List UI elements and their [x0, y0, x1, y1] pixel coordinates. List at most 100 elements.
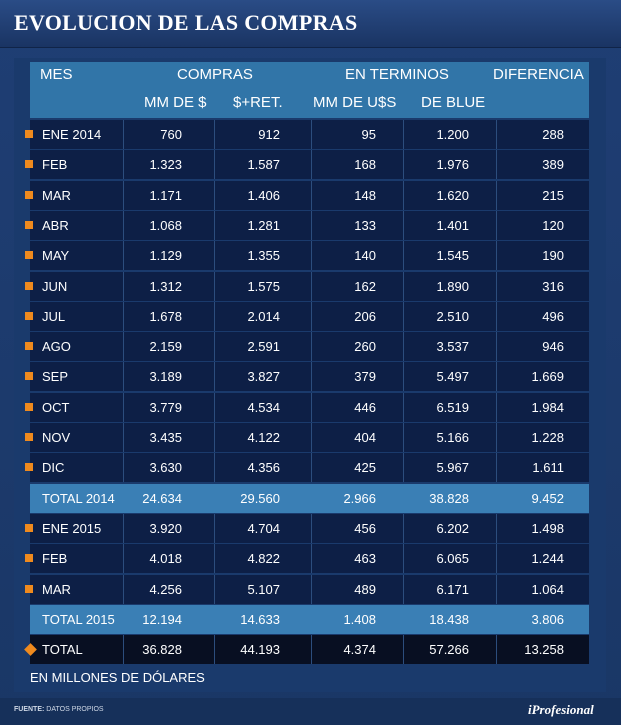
cell-blue: 1.890: [436, 279, 469, 294]
row-bullet-icon: [25, 524, 33, 532]
column-divider: [496, 635, 497, 664]
cell-mm-usd: 446: [354, 400, 376, 415]
column-divider: [311, 302, 312, 331]
cell-blue: 1.976: [436, 157, 469, 172]
cell-diferencia: 120: [542, 218, 564, 233]
column-divider: [403, 120, 404, 149]
cell-mm-usd: 133: [354, 218, 376, 233]
cell-blue: 18.438: [429, 612, 469, 627]
row-bullet-icon: [25, 251, 33, 259]
column-divider: [214, 635, 215, 664]
cell-mes: TOTAL 2015: [42, 612, 115, 627]
cell-mas-ret: 2.014: [247, 309, 280, 324]
cell-diferencia: 946: [542, 339, 564, 354]
cell-diferencia: 1.611: [532, 460, 564, 475]
cell-mas-ret: 1.587: [247, 157, 280, 172]
column-divider: [311, 393, 312, 422]
row-bullet-icon: [25, 554, 33, 562]
cell-mm-pesos: 1.171: [149, 188, 182, 203]
column-divider: [403, 544, 404, 573]
cell-mm-pesos: 4.256: [149, 582, 182, 597]
cell-mes: MAR: [42, 582, 71, 597]
header-mm-de-usd: MM DE U$S: [313, 94, 397, 111]
table-row: DIC 3.630 4.356 425 5.967 1.611: [30, 453, 589, 482]
table-row: FEB 4.018 4.822 463 6.065 1.244: [30, 544, 589, 573]
cell-mm-pesos: 3.779: [149, 400, 182, 415]
column-divider: [214, 241, 215, 270]
column-divider: [123, 635, 124, 664]
row-bullet-icon: [25, 463, 33, 471]
cell-mm-pesos: 1.312: [149, 279, 182, 294]
column-divider: [123, 544, 124, 573]
column-divider: [403, 150, 404, 179]
column-divider: [403, 332, 404, 361]
column-divider: [403, 393, 404, 422]
table-row: ENE 2015 3.920 4.704 456 6.202 1.498: [30, 514, 589, 543]
cell-mes: NOV: [42, 430, 71, 445]
cell-mm-pesos: 760: [160, 127, 182, 142]
column-divider: [311, 211, 312, 240]
cell-mm-pesos: 1.678: [149, 309, 182, 324]
column-divider: [311, 150, 312, 179]
cell-mm-usd: 140: [354, 248, 376, 263]
cell-blue: 5.967: [436, 460, 469, 475]
column-divider: [214, 332, 215, 361]
column-divider: [311, 120, 312, 149]
column-divider: [214, 423, 215, 452]
row-bullet-icon: [25, 282, 33, 290]
column-divider: [311, 635, 312, 664]
cell-diferencia: 190: [542, 248, 564, 263]
table-row: OCT 3.779 4.534 446 6.519 1.984: [30, 393, 589, 422]
source-value: DATOS PROPIOS: [46, 706, 104, 713]
cell-blue: 1.620: [436, 188, 469, 203]
cell-diferencia: 1.228: [531, 430, 564, 445]
cell-mes: MAR: [42, 188, 71, 203]
cell-diferencia: 215: [542, 188, 564, 203]
cell-mm-pesos: 3.435: [149, 430, 182, 445]
footer-bar: [0, 698, 621, 725]
column-divider: [496, 181, 497, 210]
cell-mm-pesos: 1.068: [149, 218, 182, 233]
column-divider: [403, 453, 404, 482]
cell-mm-usd: 1.408: [343, 612, 376, 627]
cell-mes: ABR: [42, 218, 69, 233]
cell-diferencia: 389: [542, 157, 564, 172]
column-divider: [496, 241, 497, 270]
column-divider: [403, 241, 404, 270]
cell-mm-usd: 463: [354, 551, 376, 566]
cell-blue: 5.497: [436, 369, 469, 384]
cell-diferencia: 288: [542, 127, 564, 142]
subtotal-row: TOTAL 2015 12.194 14.633 1.408 18.438 3.806: [30, 605, 589, 634]
table-row: FEB 1.323 1.587 168 1.976 389: [30, 150, 589, 179]
column-divider: [123, 150, 124, 179]
column-divider: [214, 362, 215, 391]
cell-mes: FEB: [42, 157, 68, 172]
column-divider: [123, 211, 124, 240]
column-divider: [496, 544, 497, 573]
title-bar: EVOLUCION DE LAS COMPRAS: [0, 0, 621, 48]
cell-blue: 57.266: [429, 642, 469, 657]
column-divider: [403, 302, 404, 331]
cell-mes: ENE 2015: [42, 521, 102, 536]
cell-mas-ret: 29.560: [240, 491, 280, 506]
cell-mes: TOTAL: [42, 642, 83, 657]
cell-mes: DIC: [42, 460, 65, 475]
table-row: MAR 4.256 5.107 489 6.171 1.064: [30, 575, 589, 604]
header-mes: MES: [40, 66, 73, 83]
cell-mas-ret: 14.633: [240, 612, 280, 627]
cell-mm-pesos: 1.129: [149, 248, 182, 263]
brand-logo: iProfesional: [528, 702, 594, 717]
cell-mm-usd: 425: [354, 460, 376, 475]
table-row: SEP 3.189 3.827 379 5.497 1.669: [30, 362, 589, 391]
table-row: JUL 1.678 2.014 206 2.510 496: [30, 302, 589, 331]
table-row: MAY 1.129 1.355 140 1.545 190: [30, 241, 589, 270]
cell-mm-pesos: 3.630: [149, 460, 182, 475]
cell-mes: OCT: [42, 400, 70, 415]
column-divider: [123, 393, 124, 422]
column-divider: [311, 272, 312, 301]
units-note: EN MILLONES DE DÓLARES: [30, 670, 205, 685]
column-divider: [214, 302, 215, 331]
column-divider: [214, 181, 215, 210]
row-bullet-icon: [25, 372, 33, 380]
column-divider: [214, 272, 215, 301]
